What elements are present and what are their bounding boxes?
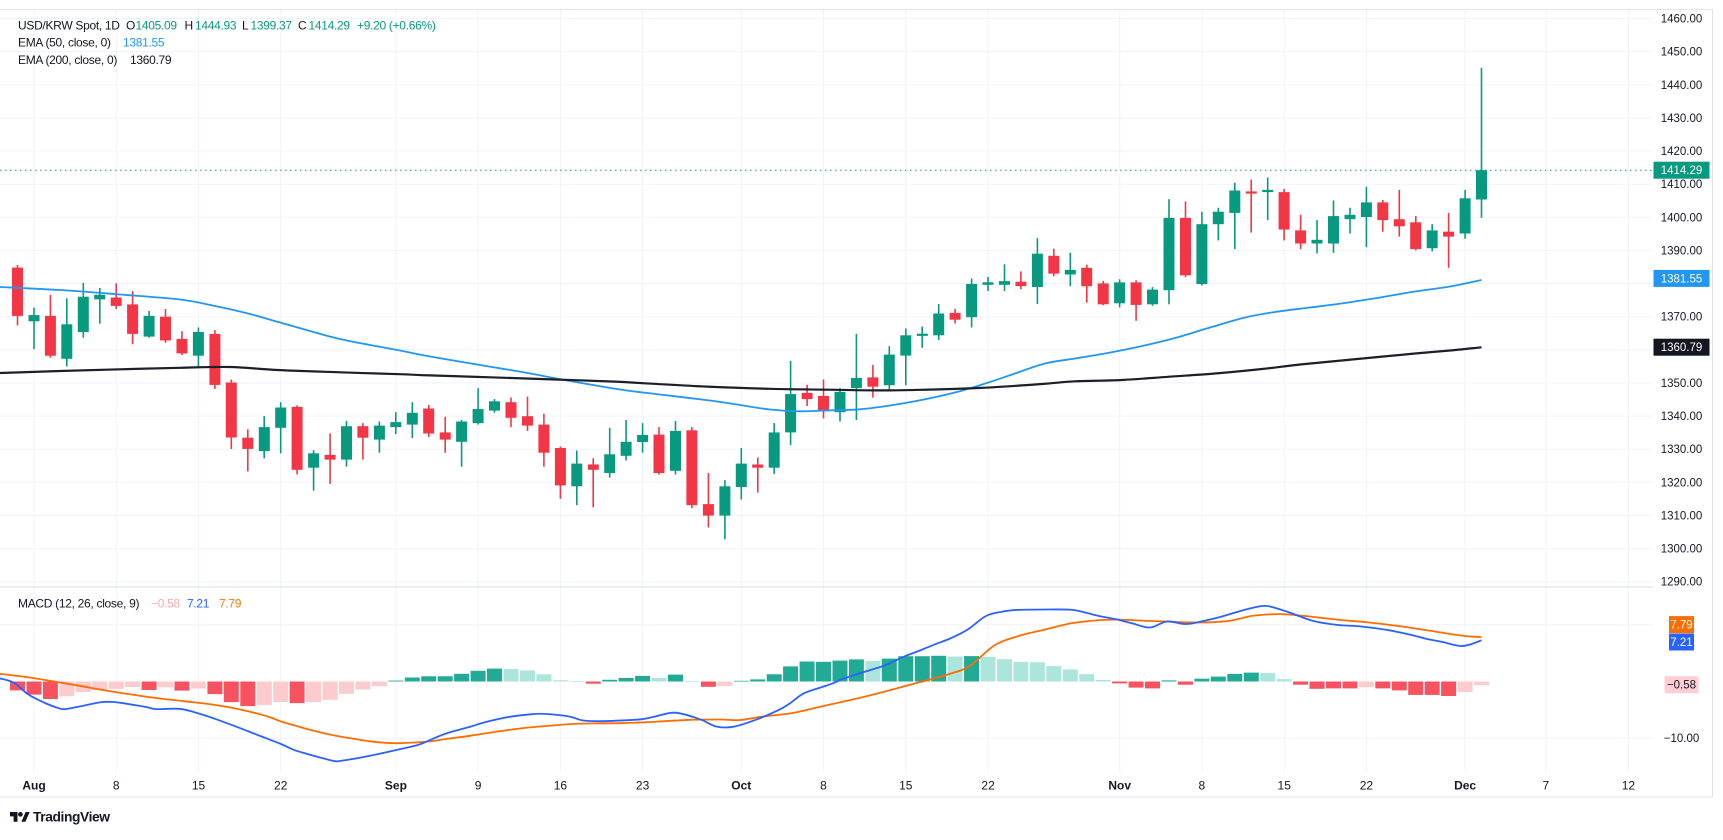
svg-text:1300.00: 1300.00 [1661, 544, 1703, 556]
svg-text:H: H [185, 19, 193, 33]
svg-text:1340.00: 1340.00 [1661, 411, 1703, 423]
svg-text:EMA (200, close, 0): EMA (200, close, 0) [18, 53, 117, 67]
svg-text:−0.58: −0.58 [151, 597, 180, 611]
svg-text:−0.58: −0.58 [1667, 680, 1696, 692]
svg-text:L: L [242, 19, 249, 33]
svg-text:7.21: 7.21 [1670, 637, 1692, 649]
svg-text:7.79: 7.79 [1670, 620, 1692, 632]
svg-text:1430.00: 1430.00 [1661, 113, 1703, 125]
svg-text:15: 15 [899, 779, 913, 793]
svg-text:1360.79: 1360.79 [130, 53, 172, 67]
svg-text:O: O [126, 19, 135, 33]
svg-text:Dec: Dec [1454, 779, 1476, 793]
svg-text:1414.29: 1414.29 [1661, 165, 1703, 177]
svg-text:Sep: Sep [385, 779, 407, 793]
svg-text:1290.00: 1290.00 [1661, 577, 1703, 589]
svg-text:9: 9 [475, 779, 482, 793]
svg-text:+9.20 (+0.66%): +9.20 (+0.66%) [357, 19, 436, 33]
svg-text:1330.00: 1330.00 [1661, 444, 1703, 456]
svg-text:1420.00: 1420.00 [1661, 146, 1703, 158]
svg-text:USD/KRW Spot, 1D: USD/KRW Spot, 1D [18, 19, 120, 33]
svg-text:Nov: Nov [1108, 779, 1131, 793]
svg-text:7.21: 7.21 [187, 597, 210, 611]
svg-text:1450.00: 1450.00 [1661, 47, 1703, 59]
svg-text:1414.29: 1414.29 [309, 19, 351, 33]
svg-text:8: 8 [1199, 779, 1206, 793]
svg-text:1350.00: 1350.00 [1661, 378, 1703, 390]
svg-text:8: 8 [820, 779, 827, 793]
svg-text:22: 22 [1360, 779, 1374, 793]
svg-text:1444.93: 1444.93 [195, 19, 237, 33]
svg-text:−10.00: −10.00 [1664, 733, 1700, 745]
svg-text:15: 15 [192, 779, 206, 793]
svg-text:1390.00: 1390.00 [1661, 245, 1703, 257]
svg-text:Oct: Oct [731, 779, 751, 793]
svg-text:1381.55: 1381.55 [123, 36, 165, 50]
svg-text:EMA (50, close, 0): EMA (50, close, 0) [18, 36, 111, 50]
svg-text:1320.00: 1320.00 [1661, 477, 1703, 489]
svg-text:7.79: 7.79 [219, 597, 242, 611]
svg-text:16: 16 [554, 779, 568, 793]
svg-text:1310.00: 1310.00 [1661, 511, 1703, 523]
svg-text:1400.00: 1400.00 [1661, 212, 1703, 224]
svg-text:TradingView: TradingView [33, 810, 110, 825]
svg-text:C: C [298, 19, 307, 33]
svg-text:1460.00: 1460.00 [1661, 14, 1703, 26]
svg-text:MACD (12, 26, close, 9): MACD (12, 26, close, 9) [18, 597, 139, 611]
svg-text:22: 22 [981, 779, 995, 793]
svg-text:22: 22 [274, 779, 288, 793]
svg-text:1399.37: 1399.37 [251, 19, 293, 33]
svg-text:1360.79: 1360.79 [1661, 342, 1703, 354]
svg-text:12: 12 [1622, 779, 1636, 793]
svg-text:7: 7 [1542, 779, 1549, 793]
svg-text:Aug: Aug [22, 779, 45, 793]
svg-text:8: 8 [113, 779, 120, 793]
svg-text:15: 15 [1278, 779, 1292, 793]
svg-text:1381.55: 1381.55 [1661, 273, 1703, 285]
svg-text:23: 23 [636, 779, 650, 793]
svg-text:1410.00: 1410.00 [1661, 179, 1703, 191]
svg-text:1440.00: 1440.00 [1661, 80, 1703, 92]
svg-text:1405.09: 1405.09 [136, 19, 178, 33]
svg-text:1370.00: 1370.00 [1661, 312, 1703, 324]
